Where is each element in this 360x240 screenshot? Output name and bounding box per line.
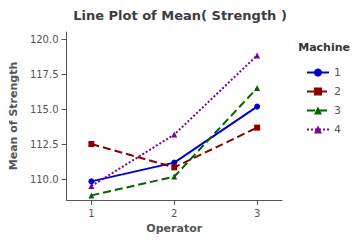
svg-text:1: 1	[88, 208, 94, 219]
svg-text:3: 3	[334, 104, 341, 117]
svg-text:117.5: 117.5	[30, 69, 59, 80]
svg-text:2: 2	[171, 208, 177, 219]
svg-text:120.0: 120.0	[30, 34, 59, 45]
svg-text:112.5: 112.5	[30, 139, 59, 150]
svg-text:2: 2	[334, 85, 341, 98]
svg-text:1: 1	[334, 66, 341, 79]
svg-text:3: 3	[254, 208, 260, 219]
svg-text:Mean of Strength: Mean of Strength	[7, 62, 20, 171]
svg-text:Machine: Machine	[298, 41, 350, 54]
svg-text:110.0: 110.0	[30, 174, 59, 185]
svg-text:115.0: 115.0	[30, 104, 59, 115]
svg-text:4: 4	[334, 123, 341, 136]
svg-text:Line Plot of Mean( Strength ): Line Plot of Mean( Strength )	[73, 8, 287, 23]
svg-text:Operator: Operator	[146, 222, 202, 235]
